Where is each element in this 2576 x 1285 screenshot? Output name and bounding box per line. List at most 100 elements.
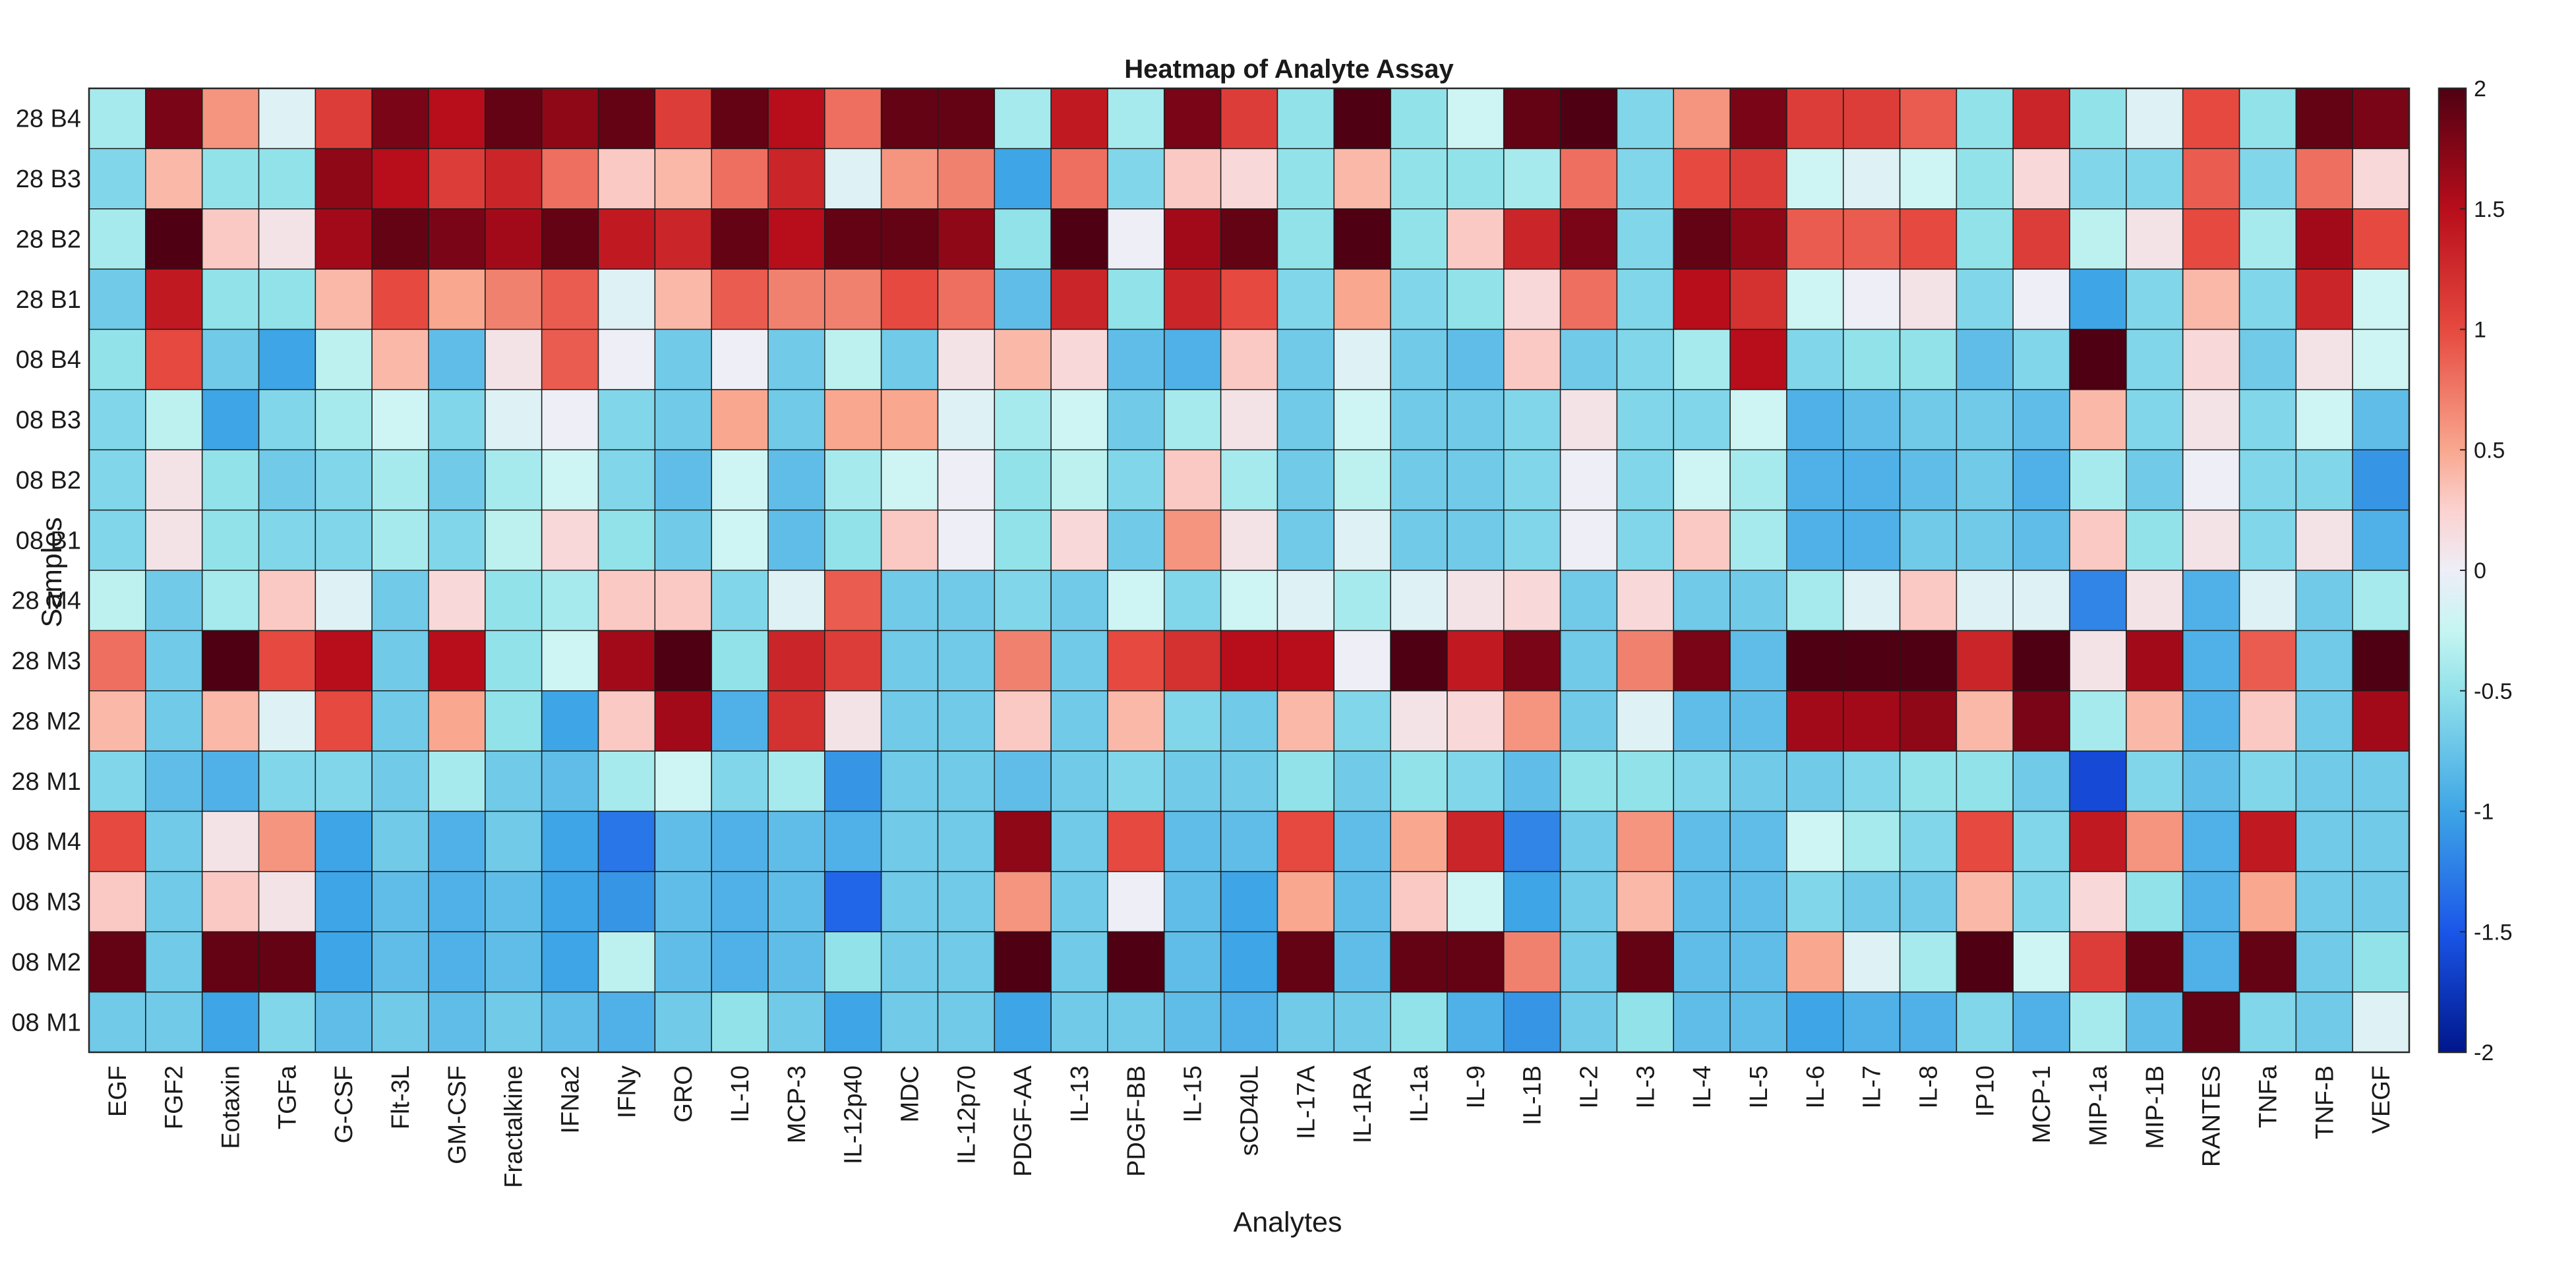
heatmap-cell [145, 389, 203, 450]
heatmap-cell [938, 88, 995, 149]
heatmap-cell [1447, 329, 1505, 390]
heatmap-cell [598, 992, 655, 1053]
heatmap-cell [372, 811, 429, 872]
heatmap-cell [1391, 932, 1448, 993]
heatmap-cell [2239, 269, 2296, 330]
heatmap-cell [145, 690, 203, 752]
heatmap-cell [2126, 751, 2184, 812]
heatmap-cell [598, 450, 655, 511]
heatmap-cell [1843, 871, 1901, 932]
heatmap-cell [1843, 208, 1901, 270]
heatmap-cell [938, 811, 995, 872]
heatmap-cell [258, 88, 316, 149]
heatmap-cell [258, 570, 316, 631]
heatmap-cell [824, 871, 882, 932]
heatmap-cell [1560, 450, 1617, 511]
heatmap-cell [824, 690, 882, 752]
heatmap-cell [1617, 630, 1674, 692]
heatmap-cell [202, 811, 260, 872]
heatmap-cell [202, 992, 260, 1053]
heatmap-cell [1277, 992, 1334, 1053]
heatmap-cell [1560, 751, 1617, 812]
heatmap-cell [315, 269, 373, 330]
heatmap-cell [145, 932, 203, 993]
heatmap-cell [711, 992, 769, 1053]
heatmap-cell [315, 510, 373, 571]
heatmap-cell [372, 630, 429, 692]
heatmap-cell [655, 269, 712, 330]
heatmap-cell [1447, 871, 1505, 932]
heatmap-cell [2013, 992, 2070, 1053]
chart-title: Heatmap of Analyte Assay [1124, 55, 1454, 84]
heatmap-cell [1220, 269, 1278, 330]
heatmap-cell [938, 269, 995, 330]
heatmap-cell [428, 329, 486, 390]
heatmap-cell [1447, 690, 1505, 752]
heatmap-cell [938, 510, 995, 571]
heatmap-cell [2013, 751, 2070, 812]
heatmap-cell [881, 871, 939, 932]
heatmap-cell [655, 88, 712, 149]
x-tick-label: IL-1B [1519, 1065, 1547, 1125]
x-axis-label: Analytes [1234, 1207, 1342, 1238]
heatmap-cell [145, 450, 203, 511]
heatmap-cell [1277, 389, 1334, 450]
heatmap-cell [1277, 450, 1334, 511]
heatmap-cell [315, 690, 373, 752]
heatmap-cell [1730, 450, 1787, 511]
heatmap-cell [541, 992, 599, 1053]
heatmap-cell [1560, 389, 1617, 450]
colorbar-tick-label: 1 [2474, 318, 2486, 343]
heatmap-cell [1843, 329, 1901, 390]
heatmap-cell [1391, 208, 1448, 270]
heatmap-cell [938, 389, 995, 450]
x-tick-label: IFNa2 [557, 1065, 585, 1133]
heatmap-cell [2352, 269, 2410, 330]
heatmap-cell [1220, 751, 1278, 812]
heatmap-cell [1900, 992, 1957, 1053]
heatmap-cell [767, 148, 825, 210]
heatmap-cell [1843, 630, 1901, 692]
heatmap-cell [767, 630, 825, 692]
heatmap-cell [1051, 208, 1108, 270]
heatmap-cell [1900, 871, 1957, 932]
colorbar: 2 1.5 1 0.5 0 -0.5 -1 -1.5 -2 [2438, 76, 2513, 1065]
heatmap-cell [145, 88, 203, 149]
heatmap-cell [994, 932, 1052, 993]
x-tick-label: MCP-3 [783, 1065, 811, 1143]
heatmap-cell [2013, 690, 2070, 752]
heatmap-cell [372, 751, 429, 812]
heatmap-cell [2070, 992, 2127, 1053]
heatmap-cell [881, 932, 939, 993]
heatmap-cell [1334, 329, 1391, 390]
heatmap-cell [2070, 871, 2127, 932]
heatmap-cell [881, 811, 939, 872]
heatmap-cell [315, 389, 373, 450]
heatmap-cell [541, 208, 599, 270]
heatmap-cell [1673, 811, 1731, 872]
heatmap-cell [655, 389, 712, 450]
heatmap-cell [1277, 811, 1334, 872]
heatmap-cell [2182, 389, 2240, 450]
heatmap-cell [1673, 389, 1731, 450]
heatmap-cell [2070, 148, 2127, 210]
heatmap-cell [938, 450, 995, 511]
heatmap-cell [1503, 208, 1561, 270]
heatmap-cell [824, 269, 882, 330]
heatmap-cell [1956, 871, 2014, 932]
heatmap-cell [1956, 751, 2014, 812]
heatmap-cell [1107, 932, 1165, 993]
heatmap-cell [1617, 450, 1674, 511]
heatmap-cell [485, 570, 543, 631]
heatmap-cell [2239, 570, 2296, 631]
heatmap-cell [485, 269, 543, 330]
heatmap-cell [1164, 269, 1222, 330]
heatmap-cell [1164, 811, 1222, 872]
heatmap-cell [485, 932, 543, 993]
heatmap-cell [2296, 811, 2353, 872]
heatmap-cell [1560, 811, 1617, 872]
heatmap-cell [881, 208, 939, 270]
heatmap-cell [1673, 751, 1731, 812]
heatmap-cell [2296, 630, 2353, 692]
colorbar-tick-label: 2 [2474, 76, 2486, 102]
